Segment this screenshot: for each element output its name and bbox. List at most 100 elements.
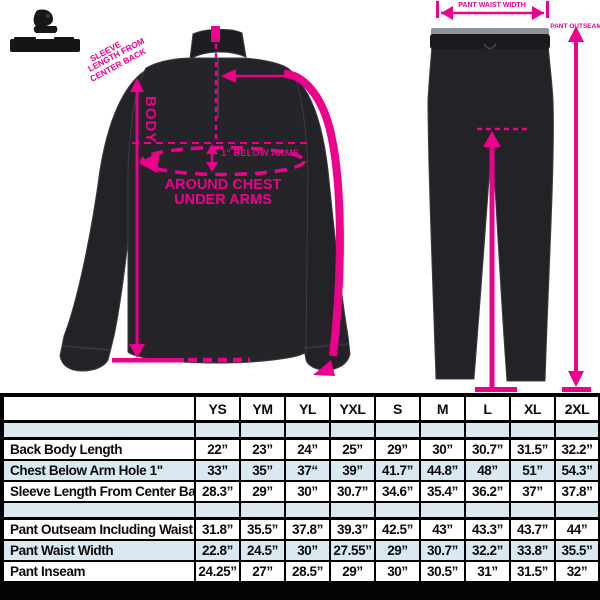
- row-label: Pant Inseam: [1, 560, 196, 584]
- arrowhead-cuff-icon: [313, 360, 335, 376]
- drawstring: [483, 43, 497, 50]
- inseam-base-bar: [475, 387, 517, 392]
- size-value: 25”: [329, 437, 376, 461]
- jacket-illustration: [59, 28, 351, 372]
- size-table: YS YM YL YXL S M L XL 2XL Back Body Leng…: [0, 393, 600, 585]
- size-value: 35.5”: [239, 517, 286, 541]
- waistband: [430, 34, 550, 49]
- size-value: 43.3”: [464, 517, 511, 541]
- size-value: 30”: [419, 437, 466, 461]
- size-value: 28.5”: [284, 560, 331, 584]
- table-row-chest-below-arm-hole: Chest Below Arm Hole 1" 33” 35” 37“ 39” …: [1, 459, 600, 482]
- size-value: 39.3”: [329, 517, 376, 541]
- table-row-sleeve-length: Sleeve Length From Center Back 28.3” 29”…: [1, 480, 600, 503]
- arrowhead-left-icon: [221, 69, 236, 83]
- brand-logo: [10, 9, 80, 52]
- pants-annotations: [436, 1, 591, 392]
- arrowhead-outseam-bottom-icon: [568, 371, 584, 387]
- hem-bar: [112, 358, 184, 363]
- row-label: Pant Outseam Including Waist: [1, 517, 196, 541]
- brand-mascot-icon: [33, 9, 58, 33]
- size-value: 44.8”: [419, 459, 466, 482]
- column-header-ys: YS: [194, 394, 241, 423]
- size-value: 35.4”: [419, 480, 466, 503]
- below-arms-label: 1" BELOW ARMS: [221, 148, 299, 159]
- size-value: 29”: [239, 480, 286, 503]
- column-header: [1, 394, 196, 423]
- size-value: 29”: [329, 560, 376, 584]
- brand-wordmark: [10, 37, 80, 52]
- size-value: 23”: [239, 437, 286, 461]
- size-value: 37.8”: [554, 480, 600, 503]
- size-value: 27.55”: [329, 539, 376, 562]
- arrowhead-down-icon: [129, 344, 145, 358]
- size-value: 30.7”: [419, 539, 466, 562]
- column-header-s: S: [374, 394, 421, 423]
- column-header-yl: YL: [284, 394, 331, 423]
- row-label: Back Body Length: [1, 437, 196, 461]
- size-value: 36.2”: [464, 480, 511, 503]
- pant-outseam-label: PANT OUTSEAM: [550, 23, 600, 30]
- size-value: 28.3”: [194, 480, 241, 503]
- size-value: 29”: [374, 437, 421, 461]
- size-value: 24.5”: [239, 539, 286, 562]
- waist-tick-right: [546, 1, 549, 18]
- size-value: 31”: [464, 560, 511, 584]
- table-row-pant-outseam: Pant Outseam Including Waist 31.8” 35.5”…: [1, 517, 600, 541]
- around-chest-label-1: AROUND CHEST: [165, 177, 282, 193]
- size-value: 33”: [194, 459, 241, 482]
- size-value: 37”: [509, 480, 556, 503]
- sleeve-length-curve: [283, 70, 344, 357]
- size-value: 48”: [464, 459, 511, 482]
- spacer-row: [1, 420, 600, 440]
- size-value: 30.5”: [419, 560, 466, 584]
- arrowhead-waist-left-icon: [441, 6, 453, 20]
- outseam-base-bar: [562, 387, 591, 392]
- row-label: Pant Waist Width: [1, 539, 196, 562]
- column-header-l: L: [464, 394, 511, 423]
- size-value: 43.7”: [509, 517, 556, 541]
- size-value: 30.7”: [464, 437, 511, 461]
- size-value: 33.8”: [509, 539, 556, 562]
- arrowhead-waist-right-icon: [532, 6, 544, 20]
- arrowhead-outseam-top-icon: [568, 26, 584, 42]
- size-value: 51”: [509, 459, 556, 482]
- table-header-row: YS YM YL YXL S M L XL 2XL: [1, 394, 600, 423]
- waist-tick-left: [436, 1, 439, 18]
- size-value: 39”: [329, 459, 376, 482]
- row-label: Sleeve Length From Center Back: [1, 480, 196, 503]
- around-chest-label-2: UNDER ARMS: [174, 192, 272, 208]
- size-value: 27”: [239, 560, 286, 584]
- jacket-annotations: [112, 26, 344, 376]
- arrowhead-inseam-top-icon: [483, 131, 501, 147]
- pant-waist-width-label: PANT WAIST WIDTH: [458, 2, 526, 9]
- size-value: 22”: [194, 437, 241, 461]
- size-value: 24”: [284, 437, 331, 461]
- size-value: 22.8”: [194, 539, 241, 562]
- size-value: 34.6”: [374, 480, 421, 503]
- size-value: 31.5”: [509, 560, 556, 584]
- column-header-yxl: YXL: [329, 394, 376, 423]
- size-value: 24.25”: [194, 560, 241, 584]
- size-value: 29”: [374, 539, 421, 562]
- row-label: Chest Below Arm Hole 1": [1, 459, 196, 482]
- size-value: 30.7”: [329, 480, 376, 503]
- column-header-2xl: 2XL: [554, 394, 600, 423]
- table-row-pant-inseam: Pant Inseam 24.25” 27” 28.5” 29” 30” 30.…: [1, 560, 600, 584]
- column-header-xl: XL: [509, 394, 556, 423]
- size-value: 54.3”: [554, 459, 600, 482]
- size-value: 30”: [374, 560, 421, 584]
- column-header-ym: YM: [239, 394, 286, 423]
- size-value: 41.7”: [374, 459, 421, 482]
- size-value: 30”: [284, 480, 331, 503]
- size-value: 32”: [554, 560, 600, 584]
- size-value: 32.2”: [464, 539, 511, 562]
- footer-bar: [0, 581, 600, 600]
- around-chest-ellipse: [140, 145, 306, 177]
- arrowhead-ellipse-icon: [139, 151, 160, 173]
- size-value: 43”: [419, 517, 466, 541]
- size-value: 32.2”: [554, 437, 600, 461]
- table-row-pant-waist-width: Pant Waist Width 22.8” 24.5” 30” 27.55” …: [1, 539, 600, 562]
- size-value: 31.8”: [194, 517, 241, 541]
